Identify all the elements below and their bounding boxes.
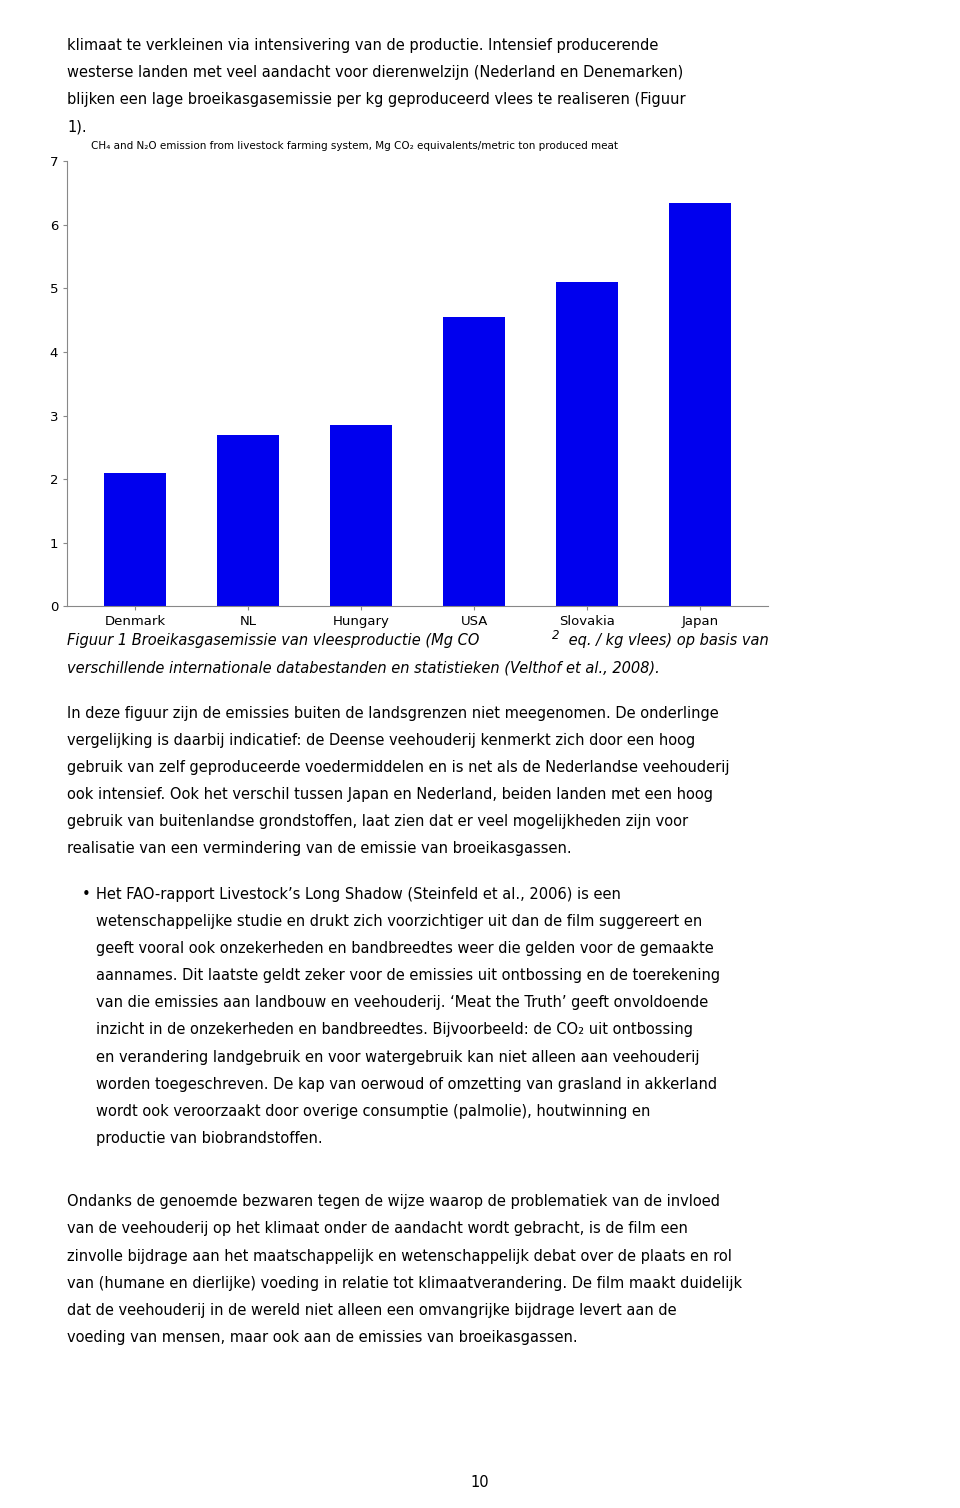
Text: CH₄ and N₂O emission from livestock farming system, Mg CO₂ equivalents/metric to: CH₄ and N₂O emission from livestock farm… bbox=[91, 140, 618, 151]
Text: vergelijking is daarbij indicatief: de Deense veehouderij kenmerkt zich door een: vergelijking is daarbij indicatief: de D… bbox=[67, 733, 695, 748]
Text: van (humane en dierlijke) voeding in relatie tot klimaatverandering. De film maa: van (humane en dierlijke) voeding in rel… bbox=[67, 1276, 742, 1291]
Text: wetenschappelijke studie en drukt zich voorzichtiger uit dan de film suggereert : wetenschappelijke studie en drukt zich v… bbox=[96, 914, 703, 929]
Text: zinvolle bijdrage aan het maatschappelijk en wetenschappelijk debat over de plaa: zinvolle bijdrage aan het maatschappelij… bbox=[67, 1249, 732, 1264]
Text: dat de veehouderij in de wereld niet alleen een omvangrijke bijdrage levert aan : dat de veehouderij in de wereld niet all… bbox=[67, 1303, 677, 1318]
Text: •: • bbox=[82, 887, 90, 902]
Bar bbox=[104, 472, 166, 606]
Text: gebruik van zelf geproduceerde voedermiddelen en is net als de Nederlandse veeho: gebruik van zelf geproduceerde voedermid… bbox=[67, 760, 730, 775]
Text: 1).: 1). bbox=[67, 119, 86, 134]
Text: Het FAO-rapport Livestock’s Long Shadow (Steinfeld et al., 2006) is een: Het FAO-rapport Livestock’s Long Shadow … bbox=[96, 887, 621, 902]
Text: 10: 10 bbox=[470, 1475, 490, 1490]
Text: blijken een lage broeikasgasemissie per kg geproduceerd vlees te realiseren (Fig: blijken een lage broeikasgasemissie per … bbox=[67, 92, 685, 107]
Text: ook intensief. Ook het verschil tussen Japan en Nederland, beiden landen met een: ook intensief. Ook het verschil tussen J… bbox=[67, 787, 713, 802]
Bar bbox=[443, 317, 505, 606]
Bar bbox=[330, 425, 393, 606]
Text: inzicht in de onzekerheden en bandbreedtes. Bijvoorbeeld: de CO₂ uit ontbossing: inzicht in de onzekerheden en bandbreedt… bbox=[96, 1022, 693, 1038]
Text: geeft vooral ook onzekerheden en bandbreedtes weer die gelden voor de gemaakte: geeft vooral ook onzekerheden en bandbre… bbox=[96, 941, 713, 956]
Text: Figuur 1 Broeikasgasemissie van vleesproductie (Mg CO: Figuur 1 Broeikasgasemissie van vleespro… bbox=[67, 633, 480, 648]
Text: westerse landen met veel aandacht voor dierenwelzijn (Nederland en Denemarken): westerse landen met veel aandacht voor d… bbox=[67, 65, 684, 80]
Text: van de veehouderij op het klimaat onder de aandacht wordt gebracht, is de film e: van de veehouderij op het klimaat onder … bbox=[67, 1221, 688, 1237]
Text: 2: 2 bbox=[552, 629, 560, 642]
Text: worden toegeschreven. De kap van oerwoud of omzetting van grasland in akkerland: worden toegeschreven. De kap van oerwoud… bbox=[96, 1077, 717, 1092]
Text: verschillende internationale databestanden en statistieken (Velthof et al., 2008: verschillende internationale databestand… bbox=[67, 661, 660, 676]
Bar bbox=[556, 282, 618, 606]
Text: wordt ook veroorzaakt door overige consumptie (palmolie), houtwinning en: wordt ook veroorzaakt door overige consu… bbox=[96, 1104, 650, 1119]
Text: van die emissies aan landbouw en veehouderij. ‘Meat the Truth’ geeft onvoldoende: van die emissies aan landbouw en veehoud… bbox=[96, 995, 708, 1010]
Text: en verandering landgebruik en voor watergebruik kan niet alleen aan veehouderij: en verandering landgebruik en voor water… bbox=[96, 1050, 700, 1065]
Text: Ondanks de genoemde bezwaren tegen de wijze waarop de problematiek van de invloe: Ondanks de genoemde bezwaren tegen de wi… bbox=[67, 1194, 720, 1209]
Text: realisatie van een vermindering van de emissie van broeikasgassen.: realisatie van een vermindering van de e… bbox=[67, 841, 572, 857]
Text: In deze figuur zijn de emissies buiten de landsgrenzen niet meegenomen. De onder: In deze figuur zijn de emissies buiten d… bbox=[67, 706, 719, 721]
Text: eq. / kg vlees) op basis van: eq. / kg vlees) op basis van bbox=[564, 633, 768, 648]
Text: aannames. Dit laatste geldt zeker voor de emissies uit ontbossing en de toereken: aannames. Dit laatste geldt zeker voor d… bbox=[96, 968, 720, 983]
Bar bbox=[669, 202, 732, 606]
Bar bbox=[217, 434, 279, 606]
Text: gebruik van buitenlandse grondstoffen, laat zien dat er veel mogelijkheden zijn : gebruik van buitenlandse grondstoffen, l… bbox=[67, 814, 688, 829]
Text: voeding van mensen, maar ook aan de emissies van broeikasgassen.: voeding van mensen, maar ook aan de emis… bbox=[67, 1330, 578, 1345]
Text: productie van biobrandstoffen.: productie van biobrandstoffen. bbox=[96, 1131, 323, 1146]
Text: klimaat te verkleinen via intensivering van de productie. Intensief producerende: klimaat te verkleinen via intensivering … bbox=[67, 38, 659, 53]
